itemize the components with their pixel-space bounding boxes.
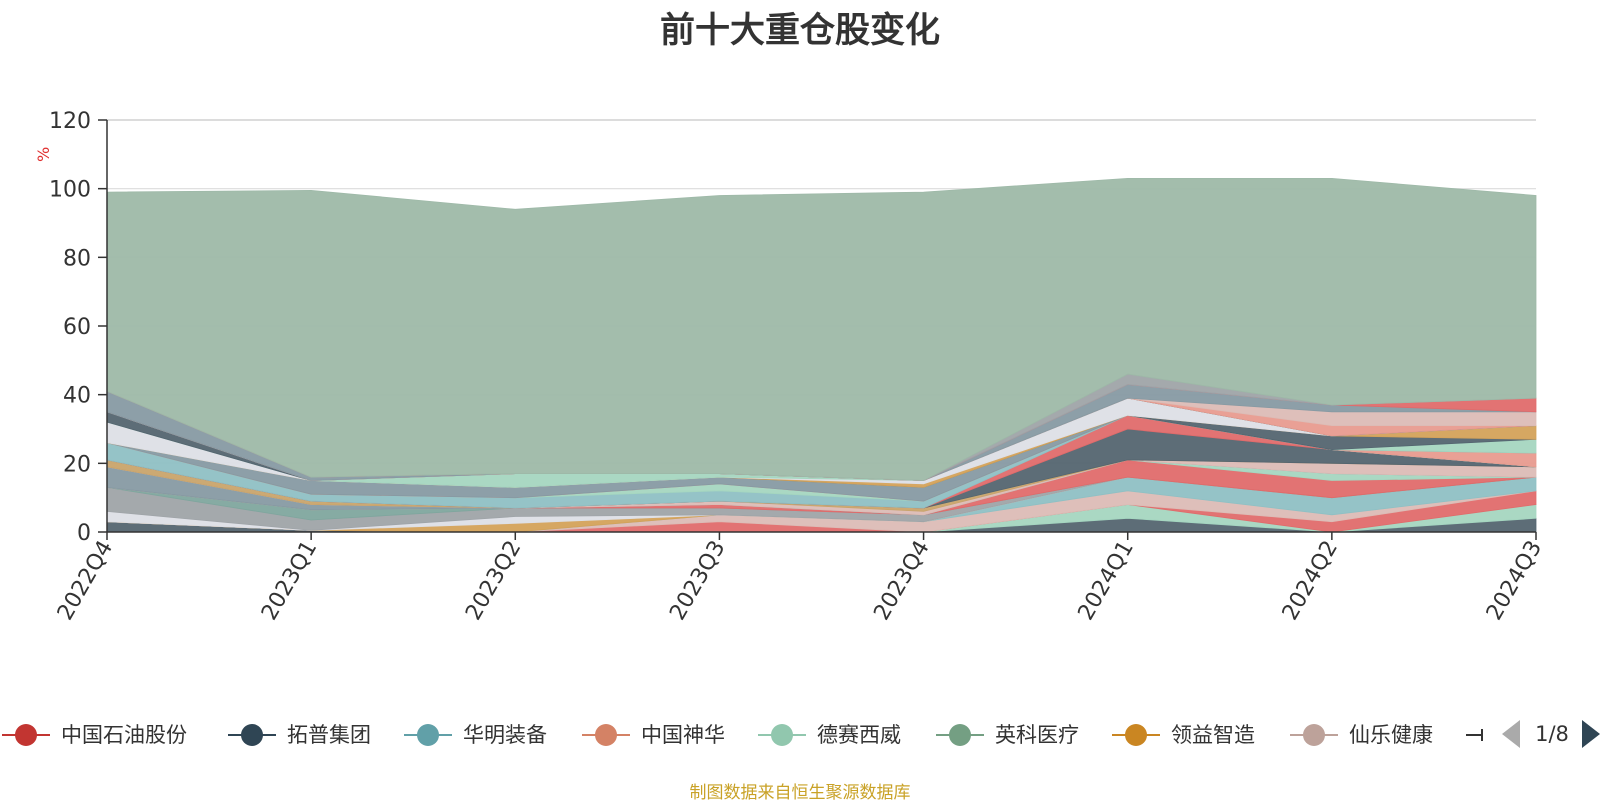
legend-label: 华明装备: [463, 723, 547, 747]
legend-label: 德赛西威: [817, 723, 901, 747]
legend-label: 中国神华: [641, 723, 725, 747]
x-tick-label: 2024Q3: [1482, 537, 1547, 625]
legend-item[interactable]: 德赛西威: [758, 723, 901, 747]
legend-marker-icon: [15, 724, 37, 746]
x-tick-label: 2023Q4: [869, 537, 934, 625]
legend-marker-icon: [1125, 724, 1147, 746]
legend-marker-icon: [1303, 724, 1325, 746]
legend-label: 中国石油股份: [61, 723, 187, 747]
y-tick-label: 120: [49, 109, 91, 134]
legend-label: 领益智造: [1171, 723, 1255, 747]
legend-pager: 1/8: [1502, 720, 1600, 748]
legend-marker-icon: [417, 724, 439, 746]
legend-item[interactable]: 华明装备: [404, 723, 547, 747]
x-tick-label: 2022Q4: [53, 537, 118, 625]
chart-title: 前十大重仓股变化: [659, 11, 940, 51]
legend-label: 仙乐健康: [1349, 723, 1433, 747]
legend-item[interactable]: 拓普集团: [228, 723, 371, 747]
stacked-areas: [106, 178, 1537, 533]
legend-marker-icon: [241, 724, 263, 746]
y-axis-ticks: 0 20 40 60 80 100 120: [49, 109, 107, 546]
y-axis-unit-label: %: [34, 147, 53, 162]
y-tick-label: 40: [63, 384, 91, 409]
y-tick-label: 60: [63, 315, 91, 340]
x-tick-label: 2023Q3: [665, 537, 730, 625]
legend-label: 英科医疗: [995, 723, 1079, 747]
y-tick-label: 80: [63, 246, 91, 271]
legend-item[interactable]: 领益智造: [1112, 723, 1255, 747]
legend-marker-icon: [595, 724, 617, 746]
legend-prev-icon[interactable]: [1502, 720, 1520, 748]
x-tick-label: 2024Q1: [1074, 537, 1139, 625]
legend: 中国石油股份 拓普集团 华明装备 中国神华 德赛西威 英科医疗 领益智造 仙乐健康: [2, 723, 1483, 747]
x-tick-label: 2024Q2: [1278, 537, 1343, 625]
footer-source: 制图数据来自恒生聚源数据库: [689, 783, 911, 803]
legend-marker-icon: [771, 724, 793, 746]
legend-marker-icon: [949, 724, 971, 746]
legend-item[interactable]: 中国神华: [582, 723, 725, 747]
legend-page-indicator: 1/8: [1535, 722, 1569, 746]
y-tick-label: 100: [49, 178, 91, 203]
legend-item[interactable]: 英科医疗: [936, 723, 1079, 747]
x-tick-label: 2023Q2: [461, 537, 526, 625]
x-tick-label: 2023Q1: [257, 537, 322, 625]
area-series-32: [106, 178, 1537, 481]
legend-item[interactable]: 仙乐健康: [1290, 723, 1433, 747]
legend-label: 拓普集团: [287, 723, 371, 747]
x-axis-ticks: 2022Q4 2023Q1 2023Q2 2023Q3 2023Q4 2024Q1 2024…: [53, 532, 1547, 625]
y-tick-label: 20: [63, 452, 91, 477]
legend-item[interactable]: 中国石油股份: [2, 723, 187, 747]
legend-next-icon[interactable]: [1582, 720, 1600, 748]
y-tick-label: 0: [77, 521, 91, 546]
